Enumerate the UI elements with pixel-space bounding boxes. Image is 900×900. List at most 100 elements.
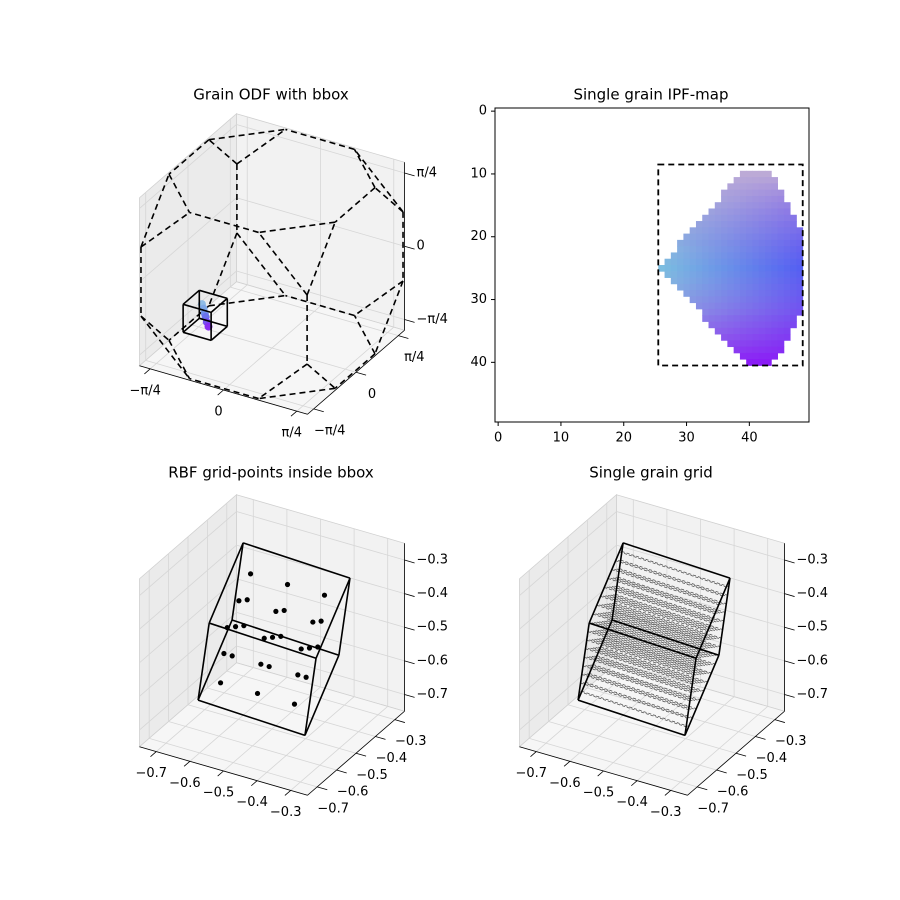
pixel: [733, 239, 741, 247]
pixel: [702, 308, 709, 316]
pixel: [746, 321, 753, 329]
pixel: [796, 258, 804, 266]
grid-point-line: [581, 690, 689, 727]
pixel: [708, 214, 716, 222]
pixel: [746, 189, 753, 197]
pixel: [695, 290, 703, 297]
pixel: [739, 252, 747, 260]
grid-point-line: [616, 568, 724, 605]
pixel: [727, 308, 735, 316]
pixel: [708, 283, 716, 291]
pixel: [733, 308, 741, 316]
pixel: [796, 239, 804, 247]
pixel: [739, 202, 747, 209]
pixel: [733, 346, 741, 354]
grid-point-line: [590, 630, 698, 667]
pixel: [733, 246, 741, 253]
pixel: [771, 308, 778, 316]
grid-line: [236, 578, 405, 628]
pixel: [677, 246, 684, 253]
pixel: [783, 221, 791, 228]
pixel: [746, 233, 753, 241]
pixel: [739, 296, 747, 304]
pixel: [677, 258, 684, 266]
pixel: [771, 271, 778, 278]
grid-point-line: [611, 586, 719, 623]
tick-mark: [404, 245, 415, 250]
pixel: [765, 302, 772, 310]
pixel: [721, 227, 728, 234]
pixel: [721, 195, 728, 203]
tick-mark: [563, 761, 571, 767]
pixel: [746, 308, 753, 316]
pixel: [758, 265, 766, 272]
pixel: [702, 239, 709, 247]
pixel: [721, 189, 728, 197]
pixel: [683, 271, 691, 278]
pixel: [714, 214, 722, 222]
grid-point-line: [600, 629, 708, 666]
pixel: [683, 290, 691, 297]
grid-point-line: [605, 612, 713, 649]
pixel: [746, 334, 753, 341]
point: [232, 624, 239, 630]
tick-mark: [664, 790, 671, 796]
pixel: [739, 334, 747, 341]
y-tick-label: −0.7: [697, 801, 729, 816]
pixel: [702, 296, 709, 304]
pixel: [746, 195, 753, 203]
pixel: [765, 271, 772, 278]
grid-line: [616, 611, 785, 662]
pixel: [714, 246, 722, 253]
pixel: [746, 277, 753, 285]
pixel: [721, 296, 728, 304]
grid-line: [616, 511, 785, 561]
pixel: [702, 214, 709, 222]
pixel: [746, 352, 753, 360]
pixel: [739, 221, 747, 228]
bbox-edge: [684, 658, 697, 736]
tick-mark: [313, 408, 324, 413]
pixel: [752, 170, 760, 178]
pixel: [695, 246, 703, 253]
pixel: [727, 227, 735, 234]
point: [247, 571, 254, 577]
pixel: [790, 271, 797, 278]
tick-mark: [716, 769, 727, 774]
pixel: [771, 214, 778, 222]
z-tick-label: π/4: [417, 165, 437, 180]
zone-edge: [285, 128, 355, 151]
grid-point-line: [582, 682, 691, 719]
pixel: [771, 283, 778, 291]
pixel: [670, 258, 678, 266]
grid-point-line: [610, 611, 718, 648]
grid-point-line: [604, 620, 712, 657]
pixel: [733, 214, 741, 222]
pixel: [777, 221, 785, 228]
pixel: [721, 327, 728, 335]
pixel: [727, 321, 735, 329]
pixel: [752, 334, 760, 341]
pixel: [739, 195, 747, 203]
pixel: [790, 296, 797, 304]
pixel: [746, 177, 753, 184]
y-tick-label: 0: [368, 387, 376, 402]
grid-line: [567, 704, 737, 754]
tick-mark: [217, 770, 224, 777]
pixel: [765, 277, 772, 285]
grid-point-line: [597, 613, 706, 650]
z-tick-label: 0: [417, 239, 425, 254]
bbox-edge: [182, 289, 200, 305]
zone-edge: [168, 305, 210, 341]
pixel: [733, 208, 741, 216]
grid-point-line: [610, 594, 718, 631]
pixel: [752, 195, 760, 203]
zone-edge: [353, 315, 376, 355]
pixel: [752, 283, 760, 291]
pixel: [796, 265, 804, 272]
grid-point-line: [600, 595, 708, 632]
pixel: [721, 252, 728, 260]
pixel: [721, 239, 728, 247]
pixel: [683, 239, 691, 247]
pixel: [746, 258, 753, 266]
